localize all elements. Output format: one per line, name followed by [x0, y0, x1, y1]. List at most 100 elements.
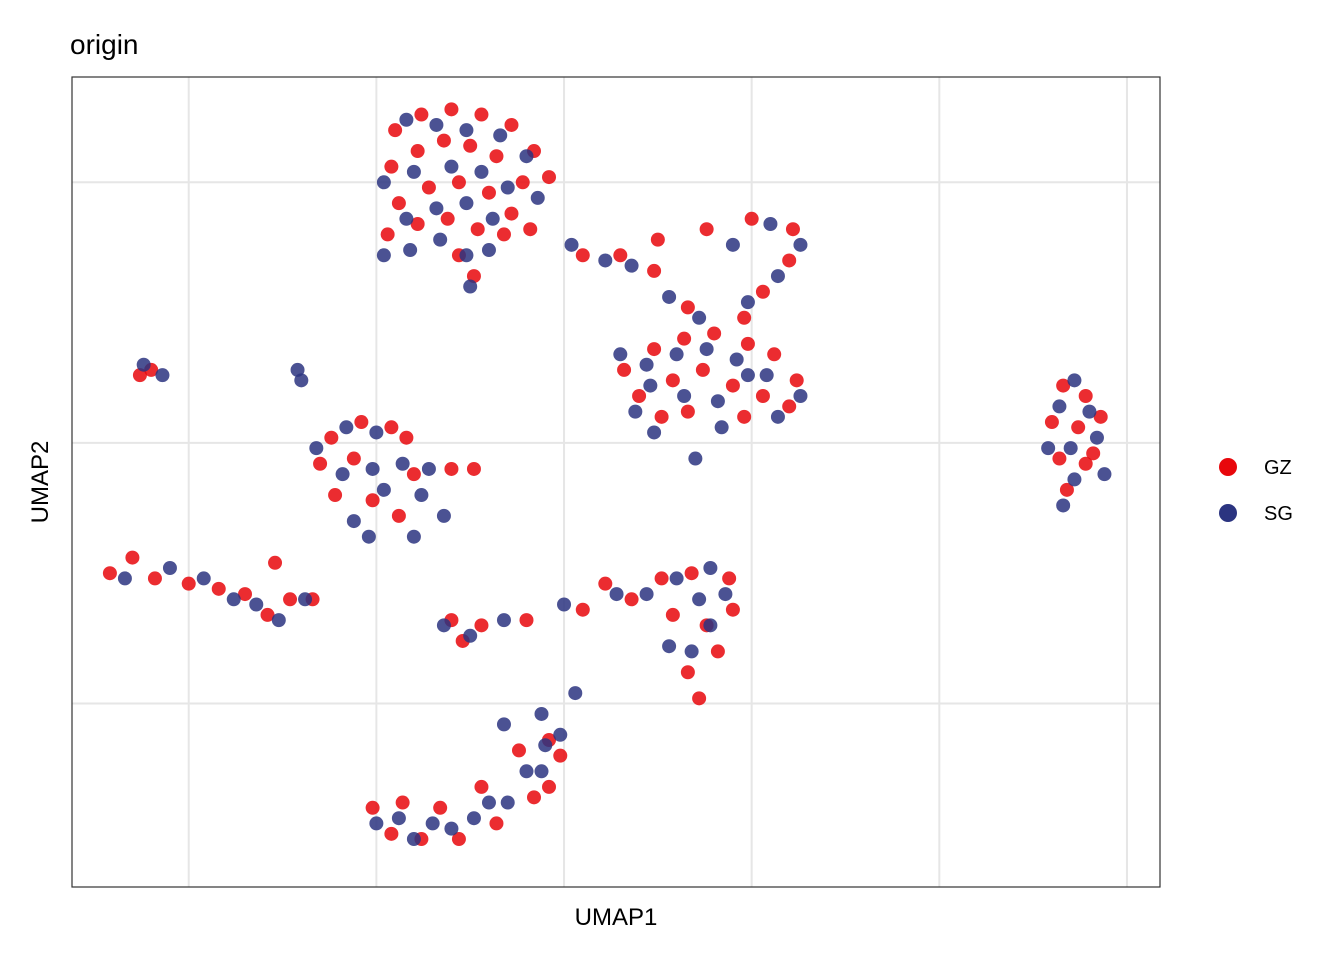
point: [268, 555, 283, 570]
point: [763, 216, 778, 231]
point: [324, 430, 339, 445]
point: [425, 816, 440, 831]
point: [669, 571, 684, 586]
point: [1089, 430, 1104, 445]
point: [346, 451, 361, 466]
point: [451, 832, 466, 847]
point: [703, 561, 718, 576]
point: [136, 357, 151, 372]
point: [328, 488, 343, 503]
point: [493, 128, 508, 143]
point: [410, 144, 425, 159]
point: [1041, 441, 1056, 456]
point: [511, 743, 526, 758]
point: [421, 180, 436, 195]
point: [309, 441, 324, 456]
point: [793, 388, 808, 403]
point: [643, 378, 658, 393]
point: [575, 602, 590, 617]
point: [162, 561, 177, 576]
point: [1052, 399, 1067, 414]
point: [677, 388, 692, 403]
point: [406, 529, 421, 544]
point: [369, 425, 384, 440]
point: [298, 592, 313, 607]
point: [496, 717, 511, 732]
point: [744, 211, 759, 226]
point: [767, 347, 782, 362]
point: [399, 112, 414, 127]
point: [564, 237, 579, 252]
point: [1044, 415, 1059, 430]
point: [459, 196, 474, 211]
point: [699, 342, 714, 357]
point: [384, 826, 399, 841]
point: [474, 779, 489, 794]
point: [740, 336, 755, 351]
point: [500, 180, 515, 195]
legend-label: SG: [1264, 503, 1293, 525]
point: [609, 587, 624, 602]
point: [117, 571, 132, 586]
point: [102, 566, 117, 581]
point: [466, 461, 481, 476]
point: [598, 576, 613, 591]
point: [395, 456, 410, 471]
point: [669, 347, 684, 362]
point: [729, 352, 744, 367]
point: [680, 665, 695, 680]
point: [433, 232, 448, 247]
point: [504, 117, 519, 132]
point: [429, 117, 444, 132]
point: [542, 170, 557, 185]
point: [1097, 467, 1112, 482]
point: [365, 493, 380, 508]
plot-border: [71, 76, 1161, 888]
point: [737, 409, 752, 424]
point: [718, 587, 733, 602]
point: [1059, 482, 1074, 497]
point: [692, 691, 707, 706]
point: [1082, 404, 1097, 419]
point: [238, 587, 253, 602]
point: [598, 253, 613, 268]
point: [399, 211, 414, 226]
point: [534, 706, 549, 721]
point: [155, 368, 170, 383]
point: [388, 123, 403, 138]
point: [399, 430, 414, 445]
point: [414, 488, 429, 503]
point: [770, 269, 785, 284]
point: [515, 175, 530, 190]
point: [376, 175, 391, 190]
point: [789, 373, 804, 388]
point: [692, 310, 707, 325]
point: [542, 779, 557, 794]
point: [519, 613, 534, 628]
point: [354, 415, 369, 430]
x-axis-label: UMAP1: [575, 904, 658, 931]
point: [538, 738, 553, 753]
point: [283, 592, 298, 607]
point: [1052, 451, 1067, 466]
point: [755, 388, 770, 403]
point: [662, 289, 677, 304]
point: [125, 550, 140, 565]
point: [474, 107, 489, 122]
point: [684, 566, 699, 581]
point: [1063, 441, 1078, 456]
point: [313, 456, 328, 471]
point: [710, 394, 725, 409]
point: [181, 576, 196, 591]
point: [339, 420, 354, 435]
point: [196, 571, 211, 586]
point: [376, 248, 391, 263]
point: [632, 388, 647, 403]
point: [639, 587, 654, 602]
point: [613, 347, 628, 362]
point: [1056, 498, 1071, 513]
point: [391, 196, 406, 211]
point: [346, 514, 361, 529]
